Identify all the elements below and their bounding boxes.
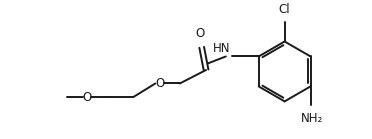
Text: Cl: Cl — [279, 3, 291, 16]
Text: HN: HN — [213, 42, 231, 55]
Text: O: O — [195, 27, 205, 40]
Text: NH₂: NH₂ — [301, 112, 324, 125]
Text: O: O — [82, 90, 92, 104]
Text: O: O — [155, 77, 164, 90]
